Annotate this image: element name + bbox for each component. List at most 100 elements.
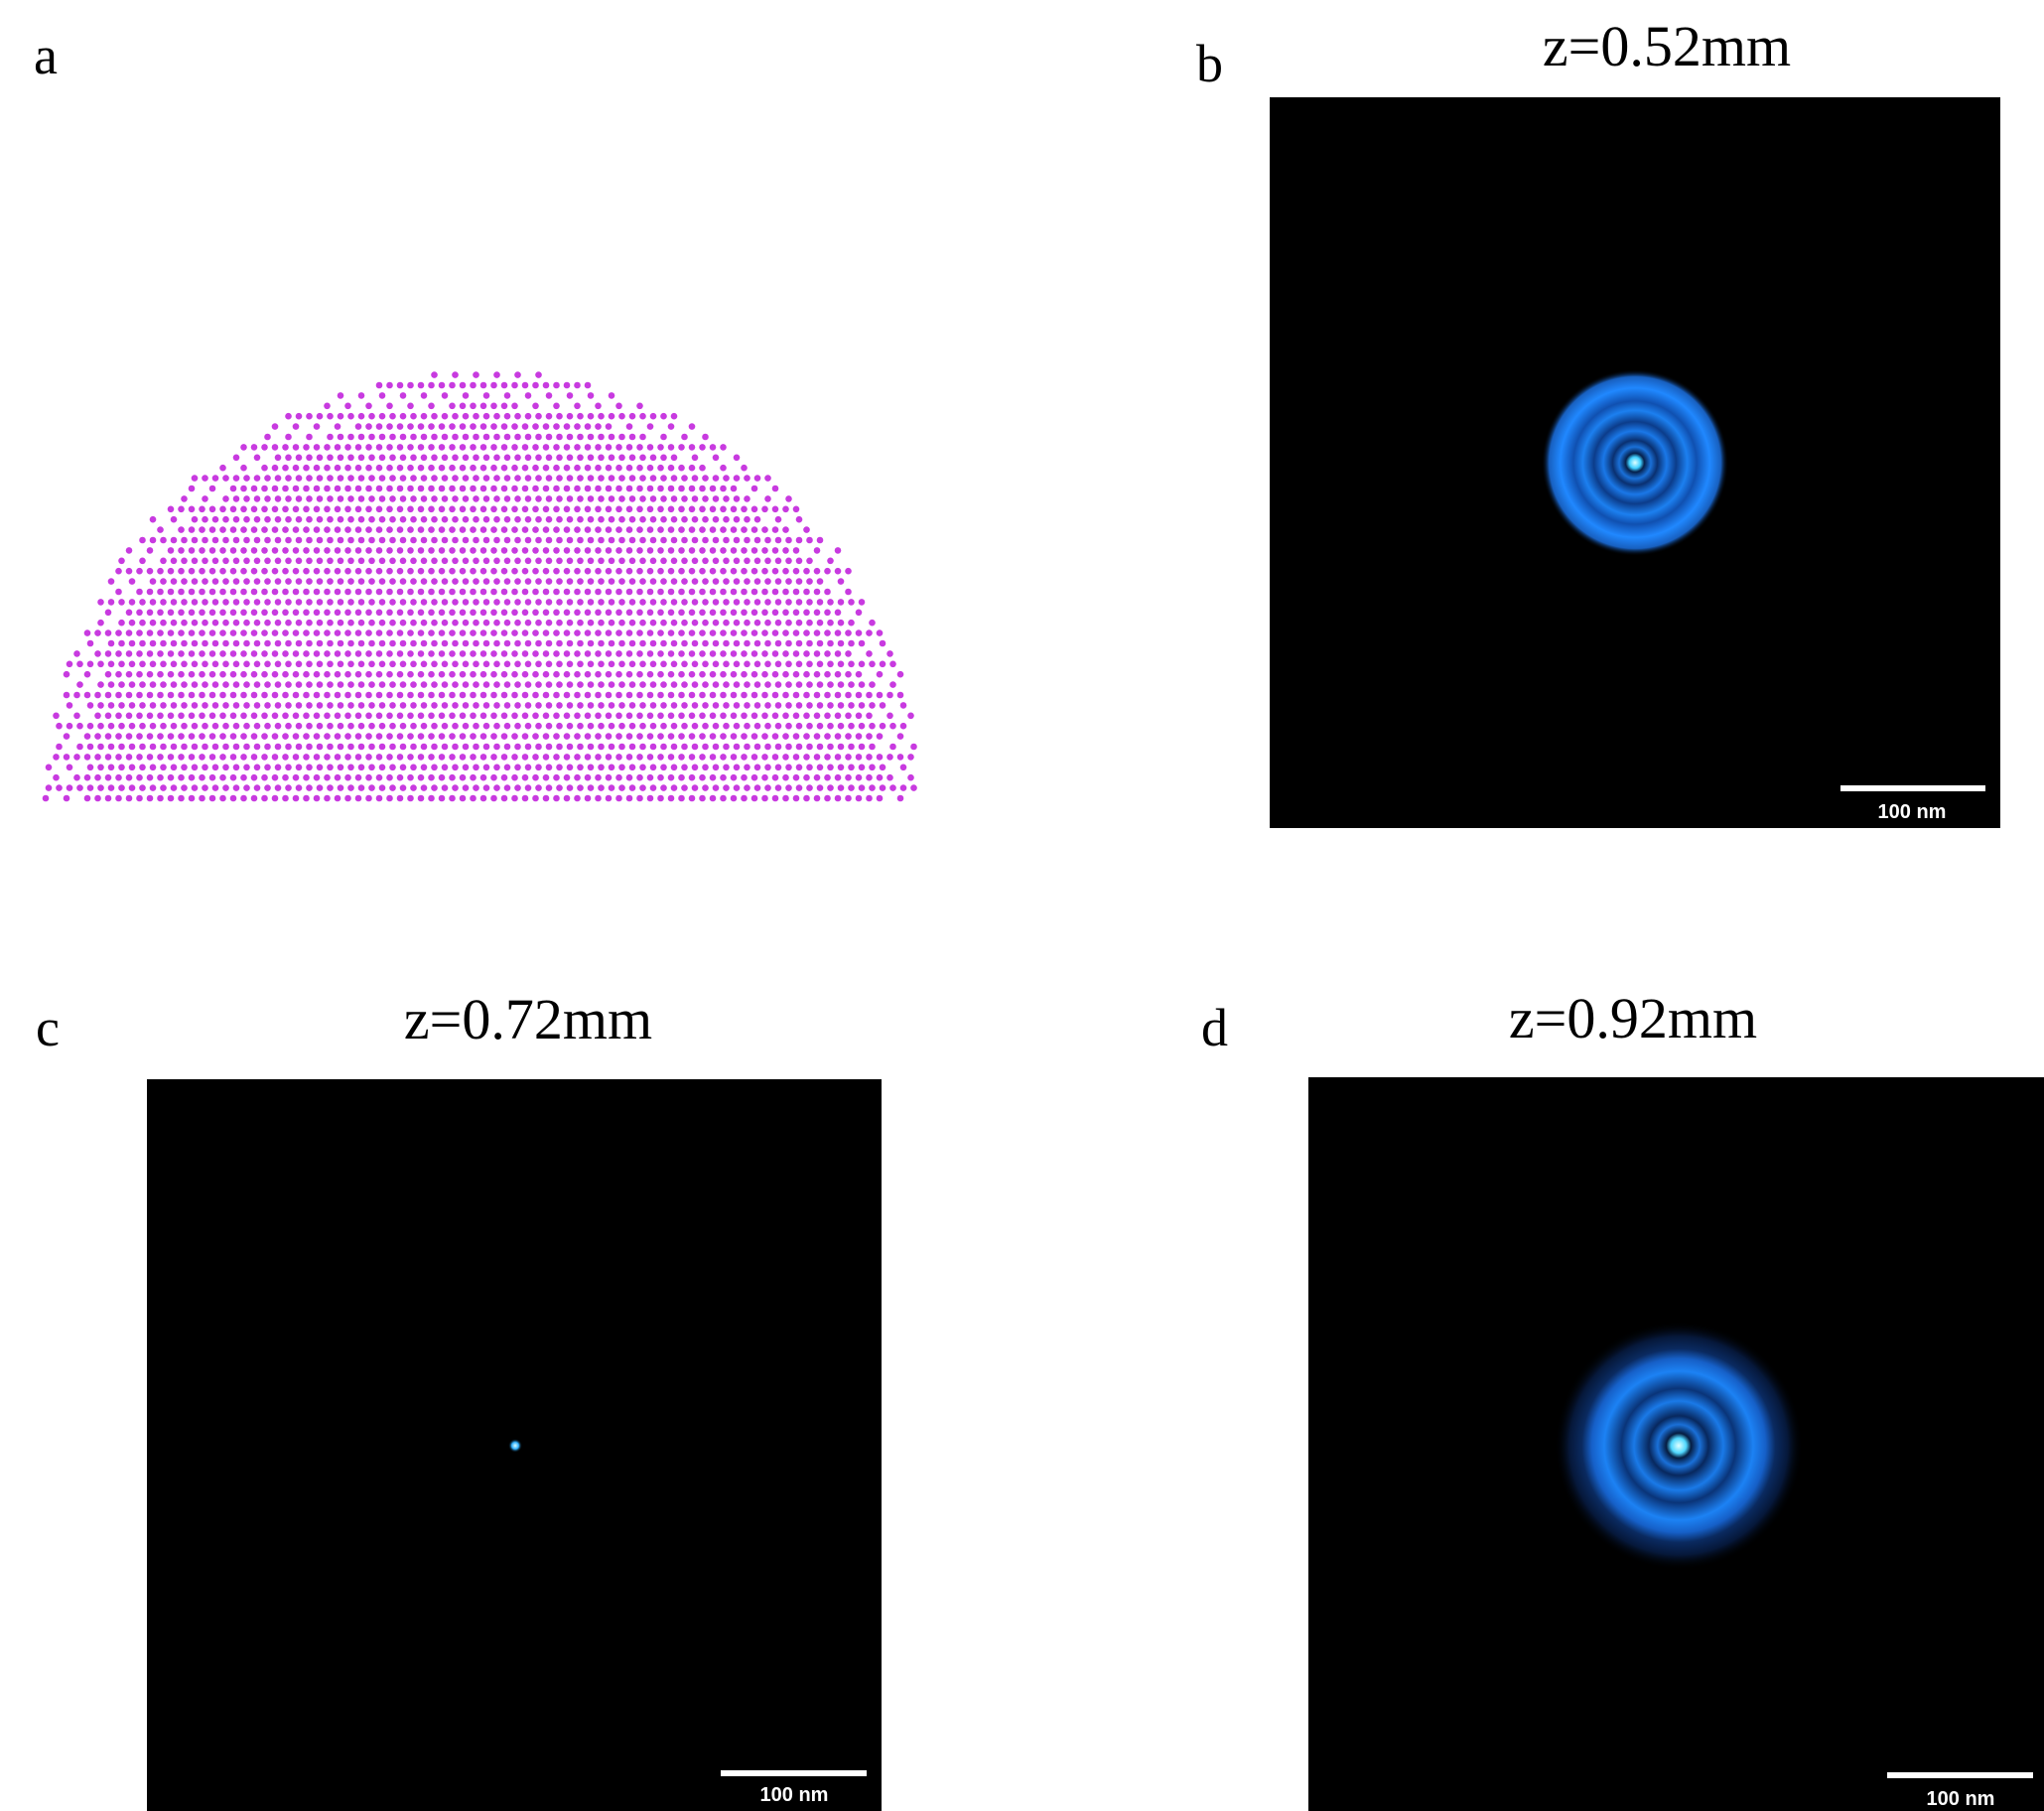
dot [606,713,613,720]
dot [588,578,595,585]
dot [615,671,622,678]
dot [389,702,396,709]
dot [782,713,789,720]
diffraction-pattern [1542,369,1728,556]
dot [744,744,750,751]
dot [785,681,792,688]
dot [598,620,605,627]
dot [192,723,199,730]
dot [731,754,738,761]
dot [219,774,226,781]
dot [501,403,508,410]
dot [452,744,459,751]
dot [609,723,615,730]
dot [764,599,771,606]
dot [886,650,893,657]
dot [171,744,178,751]
dot [657,568,664,575]
dot [324,506,331,513]
dot [574,795,581,802]
dot [199,713,205,720]
dot [785,599,792,606]
dot [222,702,229,709]
dot [275,640,282,647]
dot [379,495,386,502]
dot [199,795,205,802]
dot [553,713,560,720]
dot [418,526,425,533]
dot [660,455,667,462]
dot [588,475,595,482]
dot [317,599,324,606]
dot [150,702,157,709]
dot [556,784,563,791]
dot [202,640,208,647]
dot [209,692,216,699]
dot [97,620,104,627]
dot [254,578,261,585]
dot [723,744,730,751]
dot [386,486,393,492]
dot [553,589,560,596]
dot [546,723,553,730]
dot [264,434,271,441]
dot [418,795,425,802]
dot [595,547,602,554]
dot [588,744,595,751]
dot [546,661,553,668]
dot [147,774,154,781]
dot [720,465,727,472]
dot [615,733,622,740]
panel-label: d [1201,998,1228,1057]
dot [317,537,324,544]
dot [400,744,407,751]
dot [720,568,727,575]
dot [293,547,300,554]
dot [671,516,678,523]
dot [671,681,678,688]
dot [483,744,490,751]
dot [817,744,824,751]
dot [212,599,219,606]
dot [327,640,334,647]
dot [731,486,738,492]
dot [511,671,518,678]
dot [532,382,539,389]
dot [824,774,831,781]
dot [97,765,104,771]
dot [775,599,782,606]
dot [511,650,518,657]
dot [108,599,115,606]
dot [240,713,247,720]
dot [806,578,813,585]
dot [157,754,164,761]
dot [261,465,268,472]
dot [449,754,456,761]
dot [585,589,592,596]
dot [567,661,574,668]
dot [251,526,258,533]
dot [470,568,477,575]
dot [376,382,383,389]
dot [355,733,362,740]
dot [358,434,365,441]
dot [192,516,199,523]
dot [803,692,810,699]
dot [692,558,699,565]
dot [115,733,122,740]
dot [261,733,268,740]
dot [285,744,292,751]
dot [845,629,852,636]
dot [306,475,313,482]
dot [556,495,563,502]
dot [389,661,396,668]
dot [577,558,584,565]
dot [490,610,497,617]
dot [178,650,185,657]
dot [564,629,571,636]
dot [376,568,383,575]
dot [501,465,508,472]
dot [504,702,511,709]
dot [483,558,490,565]
dot [303,486,310,492]
